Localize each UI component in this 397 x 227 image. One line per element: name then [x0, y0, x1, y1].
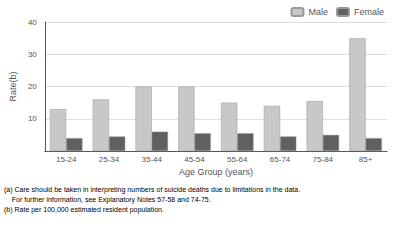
svg-text:35-44: 35-44 [142, 155, 163, 164]
svg-text:Male: Male [308, 7, 328, 17]
svg-text:Female: Female [354, 7, 384, 17]
svg-text:45-54: 45-54 [184, 155, 205, 164]
svg-text:65-74: 65-74 [270, 155, 291, 164]
svg-text:55-64: 55-64 [227, 155, 248, 164]
svg-text:Age Group (years): Age Group (years) [179, 167, 253, 177]
svg-text:30: 30 [28, 50, 37, 59]
svg-text:For further information, see E: For further information, see Explanatory… [4, 196, 211, 204]
svg-text:85+: 85+ [359, 155, 373, 164]
svg-text:(b) Rate per 100,000 estimated: (b) Rate per 100,000 estimated resident … [4, 206, 164, 214]
svg-text:40: 40 [28, 18, 37, 27]
svg-text:10: 10 [28, 114, 37, 123]
svg-text:25-34: 25-34 [99, 155, 120, 164]
svg-text:Rate(b): Rate(b) [8, 71, 18, 101]
svg-text:(a) Care should be taken in in: (a) Care should be taken in interpreting… [4, 186, 300, 194]
svg-text:75-84: 75-84 [313, 155, 334, 164]
svg-text:20: 20 [28, 82, 37, 91]
svg-text:15-24: 15-24 [56, 155, 77, 164]
